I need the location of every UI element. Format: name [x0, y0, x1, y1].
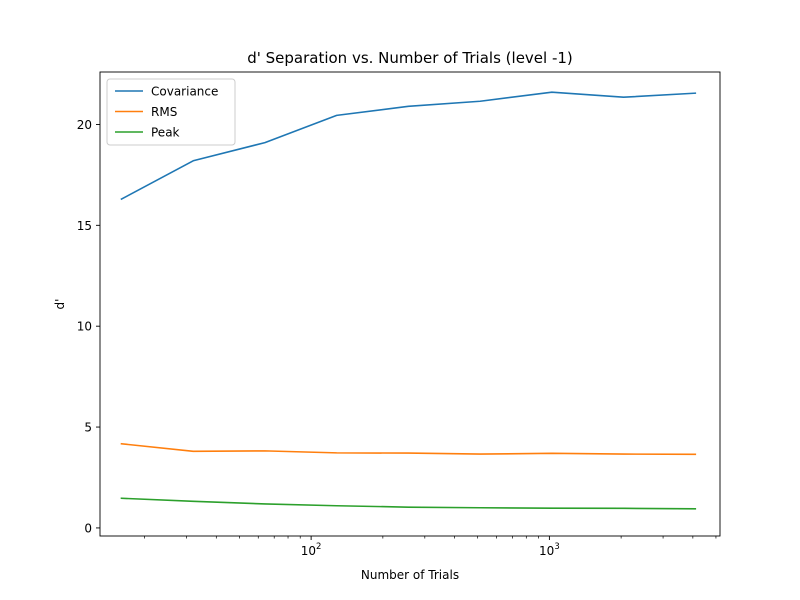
legend-box: [106, 78, 236, 146]
series-lines: [120, 91, 697, 510]
series-line-covariance: [120, 91, 697, 201]
legend: Covariance RMS Peak: [106, 78, 236, 146]
x-tick-label: 102: [301, 542, 322, 558]
y-tick-label: 5: [84, 421, 92, 435]
x-tick-label: 103: [539, 542, 560, 558]
legend-label-rms: RMS: [151, 105, 177, 119]
series-line-peak: [120, 497, 697, 510]
x-axis-label: Number of Trials: [361, 568, 459, 582]
y-axis-label: d': [53, 299, 67, 310]
legend-label-covariance: Covariance: [151, 85, 218, 99]
legend-label-peak: Peak: [151, 126, 180, 140]
plot-area: [100, 72, 720, 536]
chart-title: d' Separation vs. Number of Trials (leve…: [247, 49, 573, 67]
axes-frame: [99, 71, 721, 537]
y-tick-label: 20: [77, 118, 92, 132]
axes: 0 5 10 15 20 102 103: [77, 71, 721, 558]
y-tick-label: 15: [77, 219, 92, 233]
y-tick-label: 0: [84, 521, 92, 535]
y-tick-label: 10: [77, 320, 92, 334]
series-line-rms: [120, 442, 697, 456]
plot-background: [100, 72, 720, 536]
